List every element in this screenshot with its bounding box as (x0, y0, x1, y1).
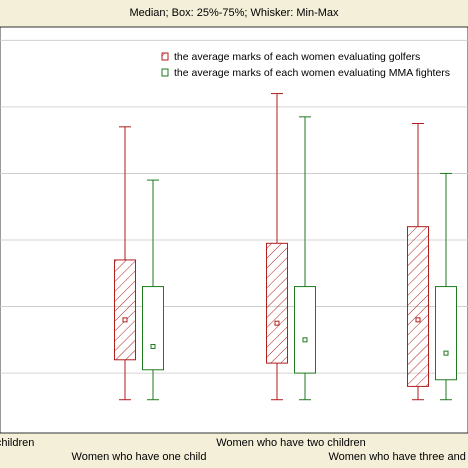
median-marker (415, 317, 421, 323)
legend-item-golfers: the average marks of each women evaluati… (161, 51, 420, 63)
box-mma-1 (142, 179, 164, 401)
iqr-box (142, 286, 164, 371)
chart-title: Median; Box: 25%-75%; Whisker: Min-Max (129, 7, 339, 19)
box-mma-3 (435, 172, 457, 401)
category-label: Women who have three and more children (328, 451, 468, 463)
legend-item-mma: the average marks of each women evaluati… (161, 67, 450, 79)
box-golfers-2 (266, 93, 288, 401)
iqr-box (435, 286, 457, 381)
iqr-box (266, 242, 288, 364)
median-marker (274, 320, 280, 326)
category-label: Women who have two children (216, 437, 366, 449)
legend-swatch (161, 68, 169, 77)
median-marker (150, 343, 156, 349)
plot-area (0, 26, 468, 434)
median-marker (443, 350, 449, 356)
iqr-box (114, 259, 136, 361)
box-golfers-3 (407, 123, 429, 401)
legend-label: the average marks of each women evaluati… (174, 67, 450, 79)
iqr-box (407, 226, 429, 387)
category-label: Women who have no children (0, 437, 34, 449)
iqr-box (294, 286, 316, 374)
category-label: Women who have one child (72, 451, 207, 463)
median-marker (302, 337, 308, 343)
box-golfers-1 (114, 126, 136, 401)
median-marker (122, 317, 128, 323)
box-mma-2 (294, 116, 316, 401)
legend-label: the average marks of each women evaluati… (174, 51, 420, 63)
legend-swatch (161, 52, 169, 61)
